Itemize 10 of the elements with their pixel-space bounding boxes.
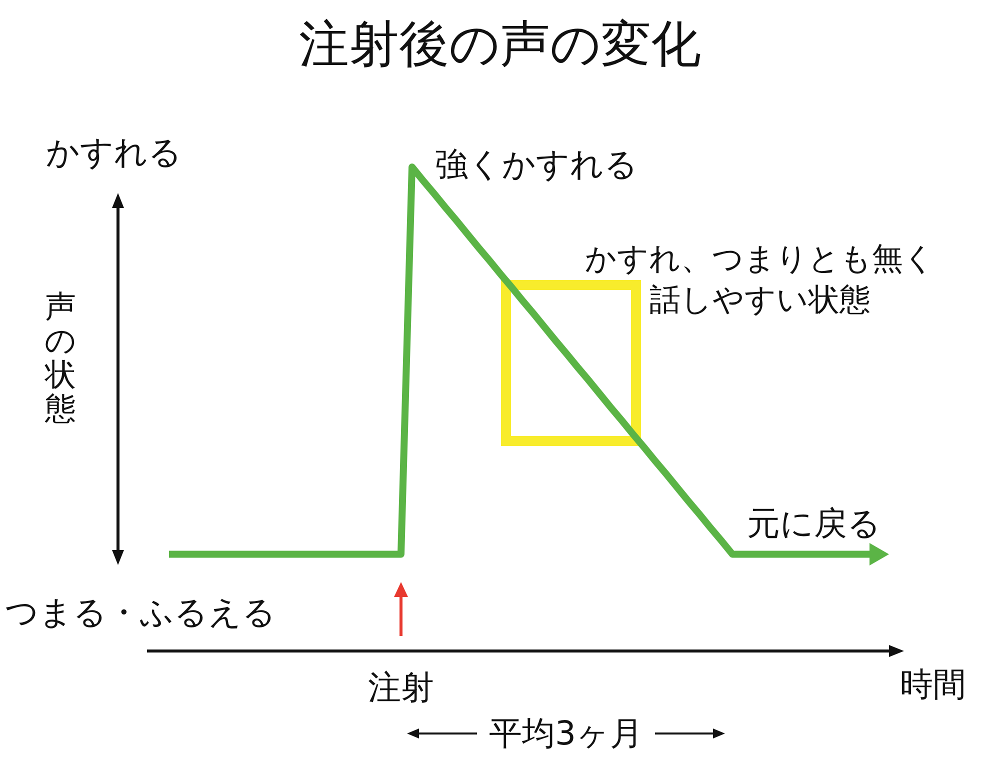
chart-title: 注射後の声の変化 <box>299 15 701 73</box>
x-axis-title: 時間 <box>900 664 966 704</box>
annotation: 元に戻る <box>747 502 881 544</box>
text: 注射 <box>368 666 434 708</box>
y-axis-title: 声の状態 <box>44 289 77 427</box>
annotation: 強くかすれる <box>435 144 638 184</box>
annotation: かすれる <box>46 132 182 172</box>
text: 平均3ヶ月 <box>489 712 643 754</box>
annotation: つまる・ふるえる <box>5 592 276 632</box>
annotation: かすれ、つまりとも無く話しやすい状態 <box>584 240 936 320</box>
